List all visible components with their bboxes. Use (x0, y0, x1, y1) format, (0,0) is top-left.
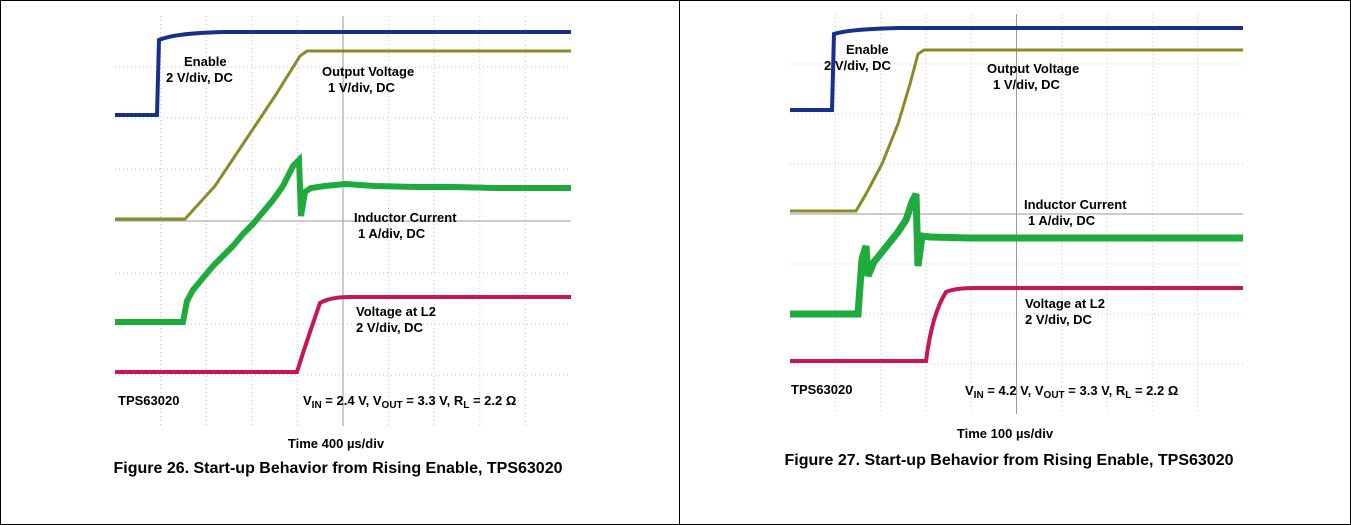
scope-center-axes (115, 16, 571, 426)
figure-26-panel: Enable 2 V/div, DC Output Voltage 1 V/di… (113, 16, 571, 477)
figure-caption: Figure 27. Start-up Behavior from Rising… (784, 452, 1234, 469)
trace-inductor-current (790, 192, 1243, 318)
trace-enable (115, 30, 571, 117)
trace-l2-voltage (790, 286, 1243, 363)
scope-screenshot-26 (115, 16, 571, 426)
oscilloscope-plot-26 (115, 16, 571, 426)
oscilloscope-plot-27 (790, 14, 1243, 414)
device-label: TPS63020 (118, 393, 180, 408)
label-enable: Enable 2 V/div, DC (166, 54, 233, 85)
figure-27-panel: Enable 2 V/div, DC Output Voltage 1 V/di… (680, 0, 1351, 525)
figure-caption: Figure 26. Start-up Behavior from Rising… (113, 460, 563, 477)
label-inductor-current: Inductor Current 1 A/div, DC (354, 210, 457, 241)
timebase-label: Time 100 µs/div (956, 426, 1054, 441)
trace-output-voltage (115, 49, 571, 221)
test-conditions: VIN = 2.4 V, VOUT = 3.3 V, RL = 2.2 Ω (303, 393, 517, 411)
panel-divider (679, 0, 680, 525)
scope-screenshot-27 (790, 14, 1243, 414)
label-output-voltage: Output Voltage 1 V/div, DC (987, 61, 1080, 92)
device-label: TPS63020 (791, 382, 853, 397)
label-voltage-l2: Voltage at L2 2 V/div, DC (356, 304, 436, 335)
trace-output-voltage (790, 48, 1243, 213)
scope-center-axes (790, 14, 1243, 414)
trace-inductor-current (115, 153, 571, 325)
label-output-voltage: Output Voltage 1 V/div, DC (322, 64, 415, 95)
label-inductor-current: Inductor Current 1 A/div, DC (1024, 197, 1127, 228)
trace-l2-voltage (115, 295, 571, 374)
test-conditions: VIN = 4.2 V, VOUT = 3.3 V, RL = 2.2 Ω (965, 383, 1179, 401)
trace-enable (790, 26, 1243, 112)
label-enable: Enable 2 V/div, DC (824, 42, 891, 73)
timebase-label: Time 400 µs/div (287, 436, 385, 451)
label-voltage-l2: Voltage at L2 2 V/div, DC (1025, 296, 1105, 327)
